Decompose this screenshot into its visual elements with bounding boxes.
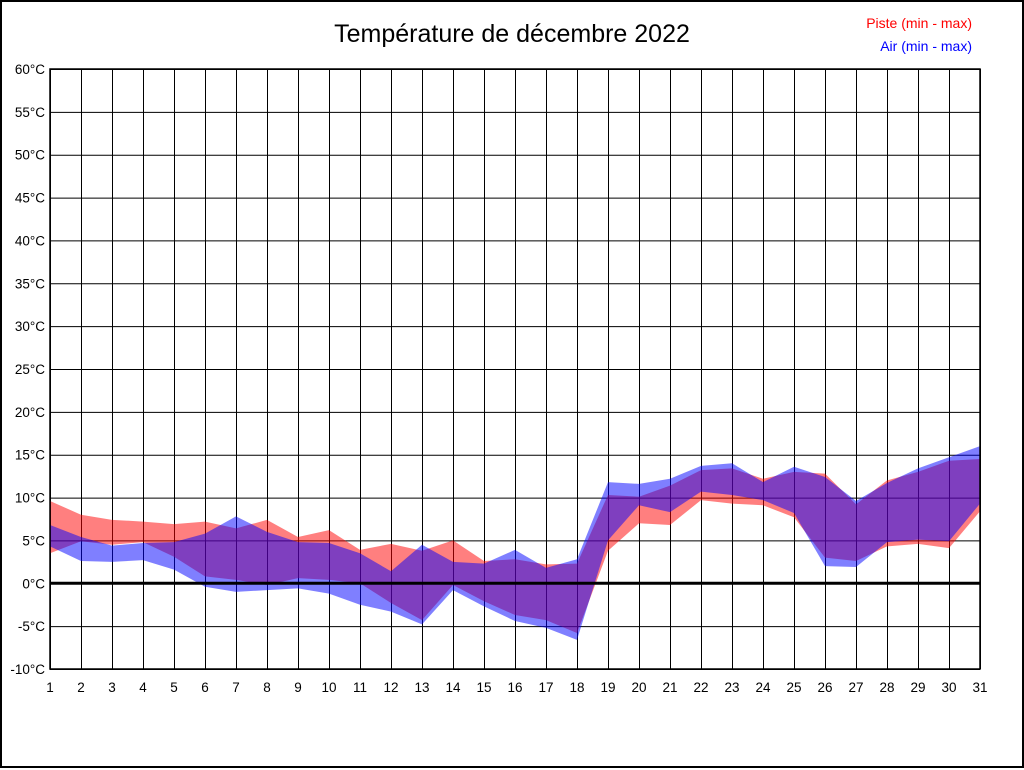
svg-text:1: 1 <box>46 680 54 695</box>
svg-text:0°C: 0°C <box>22 576 45 591</box>
svg-text:30°C: 30°C <box>15 319 45 334</box>
svg-text:7: 7 <box>232 680 240 695</box>
svg-text:5: 5 <box>170 680 178 695</box>
svg-text:20°C: 20°C <box>15 405 45 420</box>
svg-text:11: 11 <box>353 680 367 695</box>
svg-text:25°C: 25°C <box>15 362 45 377</box>
band-air <box>50 446 980 640</box>
svg-text:10: 10 <box>321 680 336 695</box>
svg-text:35°C: 35°C <box>15 276 45 291</box>
svg-text:14: 14 <box>445 680 461 695</box>
svg-text:45°C: 45°C <box>15 191 45 206</box>
svg-text:15°C: 15°C <box>15 448 45 463</box>
svg-text:6: 6 <box>201 680 209 695</box>
svg-text:10°C: 10°C <box>15 491 45 506</box>
svg-text:5°C: 5°C <box>22 533 45 548</box>
svg-text:20: 20 <box>631 680 646 695</box>
svg-text:26: 26 <box>817 680 832 695</box>
svg-text:13: 13 <box>414 680 429 695</box>
svg-text:60°C: 60°C <box>15 62 45 77</box>
svg-text:22: 22 <box>693 680 708 695</box>
svg-text:8: 8 <box>263 680 271 695</box>
svg-text:19: 19 <box>600 680 615 695</box>
svg-text:40°C: 40°C <box>15 233 45 248</box>
svg-text:3: 3 <box>108 680 116 695</box>
svg-text:25: 25 <box>786 680 801 695</box>
svg-text:24: 24 <box>755 680 771 695</box>
svg-text:18: 18 <box>569 680 584 695</box>
plot-border <box>49 68 981 670</box>
chart-title: Température de décembre 2022 <box>334 20 690 48</box>
legend: Piste (min - max) Air (min - max) <box>866 12 972 58</box>
svg-text:50°C: 50°C <box>15 148 45 163</box>
svg-text:4: 4 <box>139 680 147 695</box>
svg-text:2: 2 <box>77 680 85 695</box>
svg-text:21: 21 <box>662 680 677 695</box>
legend-item-air: Air (min - max) <box>880 38 972 54</box>
svg-text:-5°C: -5°C <box>18 619 45 634</box>
svg-text:-10°C: -10°C <box>10 662 45 677</box>
x-axis-labels: 1 2 3 4 5 6 7 8 9 10 11 12 13 14 15 16 17 18 19 20 21 22 23 24 2… <box>46 680 987 695</box>
svg-text:29: 29 <box>910 680 925 695</box>
svg-text:17: 17 <box>538 680 553 695</box>
svg-text:15: 15 <box>476 680 491 695</box>
svg-text:55°C: 55°C <box>15 105 45 120</box>
y-axis-labels: -10°C -5°C 0°C 5°C 10°C 15°C 20°C 25°C 30°C 35°C 4… <box>10 62 45 677</box>
svg-text:27: 27 <box>848 680 863 695</box>
svg-text:16: 16 <box>507 680 522 695</box>
svg-text:28: 28 <box>879 680 894 695</box>
svg-text:31: 31 <box>972 680 987 695</box>
legend-item-piste: Piste (min - max) <box>866 15 972 31</box>
svg-text:23: 23 <box>724 680 739 695</box>
svg-text:30: 30 <box>941 680 956 695</box>
band-piste <box>50 459 980 633</box>
svg-text:12: 12 <box>383 680 398 695</box>
svg-text:9: 9 <box>294 680 302 695</box>
